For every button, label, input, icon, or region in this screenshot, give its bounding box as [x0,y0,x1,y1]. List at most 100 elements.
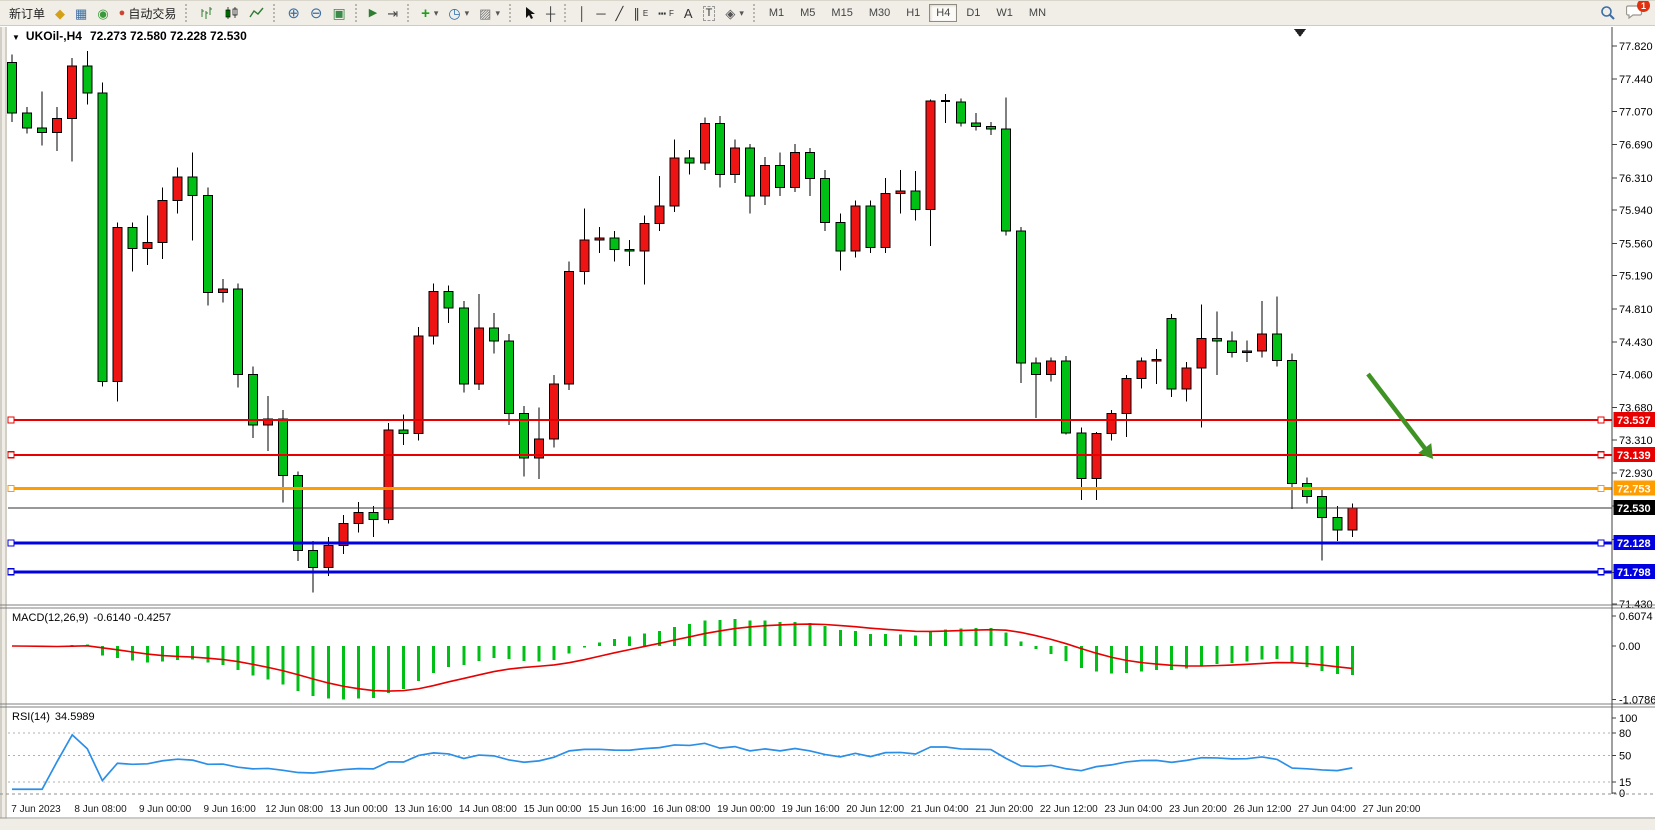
toolbar-grip [753,4,758,22]
auto-trading-button[interactable]: ● 自动交易 [114,3,182,23]
date-axis-label: 19 Jun 00:00 [717,804,775,815]
horizontal-line-tool[interactable]: ─ [591,3,610,23]
templates-button[interactable]: ▨▾ [474,3,505,23]
line-chart-button[interactable] [244,3,269,23]
tf-button-MN[interactable]: MN [1022,4,1053,22]
line-handle[interactable] [8,452,14,458]
candle-body [188,177,197,195]
notifications-button[interactable]: 1 [1626,4,1643,22]
line-handle[interactable] [1598,569,1604,575]
candle-body [218,289,227,292]
candle-body [1257,334,1266,351]
tf-button-H1[interactable]: H1 [899,4,927,22]
vertical-line-tool[interactable]: │ [573,3,591,23]
title-collapse-icon[interactable]: ▼ [12,33,20,42]
candle-body [926,101,935,209]
channel-icon: ∥ [633,7,640,20]
candle-body [1273,334,1282,360]
line-handle[interactable] [1598,485,1604,491]
tile-windows-button[interactable]: ▣ [327,3,350,23]
line-handle[interactable] [8,569,14,575]
candle-body [354,512,363,523]
candle-body [580,240,589,271]
text-tool[interactable]: A [679,3,698,23]
line-handle[interactable] [1598,452,1604,458]
candle-body [685,158,694,163]
bar-chart-button[interactable] [194,3,219,23]
title-symbol: UKOil-,H4 [26,29,82,43]
chevron-down-icon: ▾ [465,8,470,19]
candle-body [1032,363,1041,374]
line-handle[interactable] [1598,540,1604,546]
periods-button[interactable]: ◷▾ [443,3,474,23]
price-badge-label: 72.753 [1617,483,1651,495]
candle-body [1167,318,1176,389]
candlestick-chart-button[interactable] [219,3,244,23]
candle-body [640,223,649,251]
tf-button-M15[interactable]: M15 [824,4,859,22]
date-axis-label: 8 Jun 08:00 [74,804,127,815]
new-order-button[interactable]: 新订单 [4,3,50,23]
line-handle[interactable] [1598,417,1604,423]
channel-tool[interactable]: ∥E [628,3,653,23]
date-axis-label: 7 Jun 2023 [11,804,61,815]
date-axis-label: 16 Jun 08:00 [653,804,711,815]
tf-button-H4[interactable]: H4 [929,4,957,22]
rsi-name: RSI(14) [12,711,50,723]
candle-body [1182,368,1191,389]
chart-profile-button[interactable]: ▦ [70,3,92,23]
trendline-tool[interactable]: ╱ [611,3,629,23]
chart-svg[interactable]: 77.82077.44077.07076.69076.31075.94075.5… [0,26,1655,830]
candle-body [745,148,754,196]
line-handle[interactable] [8,417,14,423]
crosshair-button[interactable]: ┼ [541,3,560,23]
tf-button-M5[interactable]: M5 [793,4,822,22]
candle-body [203,195,212,292]
chart-shift-button[interactable]: ⇥ [382,3,403,23]
tf-button-D1[interactable]: D1 [959,4,987,22]
candle-body [1288,360,1297,483]
date-axis-label: 13 Jun 16:00 [394,804,452,815]
tf-button-M1[interactable]: M1 [762,4,791,22]
date-axis-label: 9 Jun 00:00 [139,804,192,815]
tf-button-W1[interactable]: W1 [989,4,1020,22]
line-handle[interactable] [8,485,14,491]
toolbar-grip [355,4,360,22]
fibonacci-icon: ┅ [658,7,666,20]
cursor-button[interactable] [518,3,541,23]
candle-body [565,271,574,384]
candle-body [233,289,242,375]
search-icon[interactable] [1600,5,1616,21]
indicators-button[interactable]: +▾ [416,3,443,23]
zoom-in-button[interactable]: ⊕ [282,3,305,23]
candle-body [1212,339,1221,342]
market-watch-button[interactable]: ◆ [50,3,70,23]
candle-body [655,206,664,223]
zoom-out-icon: ⊖ [310,7,323,20]
candle-body [1348,508,1357,530]
price-axis-label: 76.310 [1619,173,1653,185]
line-handle[interactable] [8,540,14,546]
market-watch-icon: ◆ [55,7,65,20]
candle-body [836,222,845,251]
fibonacci-tool[interactable]: ┅F [653,3,679,23]
toolbar-grip [509,4,514,22]
signals-button[interactable]: ◉ [92,3,113,23]
price-axis-label: 72.930 [1619,468,1653,480]
date-axis-label: 9 Jun 16:00 [204,804,257,815]
candle-body [896,191,905,194]
chart-shift-icon: ⇥ [387,7,398,20]
candle-body [700,124,709,163]
clock-icon: ◷ [448,7,460,20]
trendline-icon: ╱ [616,7,624,20]
candle-body [248,374,257,425]
zoom-out-button[interactable]: ⊖ [305,3,328,23]
price-badge-label: 72.530 [1617,503,1651,515]
auto-scroll-button[interactable]: ▶ [364,3,382,23]
tf-button-M30[interactable]: M30 [862,4,897,22]
auto-trading-label: 自动交易 [128,5,176,22]
bar-chart-icon [199,6,214,20]
shapes-tool[interactable]: ◈▾ [720,3,749,23]
text-label-tool[interactable]: T [698,3,721,23]
